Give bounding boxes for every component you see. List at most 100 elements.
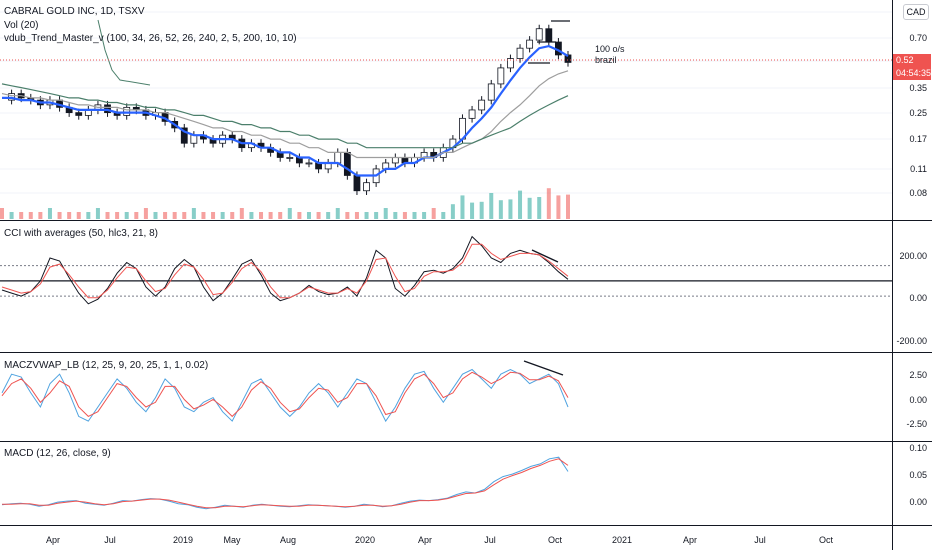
candle-body bbox=[305, 162, 313, 165]
maczvwap-indicator-label[interactable]: MACZVWAP_LB (12, 25, 9, 20, 25, 1, 1, 0.… bbox=[4, 360, 209, 371]
symbol-title[interactable]: CABRAL GOLD INC, 1D, TSXV bbox=[4, 6, 145, 17]
time-axis-label: 2021 bbox=[612, 535, 632, 545]
macd-indicator-label[interactable]: MACD (12, 26, close, 9) bbox=[4, 448, 111, 459]
time-axis-label: Oct bbox=[819, 535, 834, 545]
candle-body bbox=[190, 134, 198, 144]
volume-bar bbox=[153, 212, 158, 219]
volume-bar bbox=[489, 193, 494, 219]
volume-bar bbox=[239, 208, 244, 219]
volume-bar bbox=[393, 212, 398, 219]
volume-bar bbox=[278, 212, 283, 219]
volume-bar bbox=[163, 212, 168, 219]
cci-indicator-label[interactable]: CCI with averages (50, hlc3, 21, 8) bbox=[4, 228, 158, 239]
trend-master-indicator-label[interactable]: vdub_Trend_Master_v (100, 34, 26, 52, 26… bbox=[4, 33, 297, 44]
volume-bar bbox=[498, 200, 503, 219]
volume-bar bbox=[431, 208, 436, 219]
macd-axis-tick: 0.10 bbox=[909, 443, 927, 453]
macd-line bbox=[2, 458, 569, 509]
macd-axis-tick: 0.05 bbox=[909, 470, 927, 480]
candle-body bbox=[363, 182, 370, 192]
moving-average-line bbox=[1, 83, 569, 149]
volume-bar bbox=[316, 212, 321, 219]
volume-bar bbox=[220, 212, 225, 219]
time-axis-label: Apr bbox=[683, 535, 697, 545]
volume-bar bbox=[566, 194, 570, 219]
candle-body bbox=[391, 157, 399, 164]
volume-bar bbox=[402, 212, 407, 219]
candle-body bbox=[180, 127, 188, 144]
annotation-text-1[interactable]: 100 o/s bbox=[595, 44, 625, 54]
time-axis-label: 2019 bbox=[173, 535, 193, 545]
cci-line bbox=[1, 235, 569, 305]
time-axis-label: Jul bbox=[754, 535, 766, 545]
volume-bar bbox=[374, 212, 379, 219]
last-price-tag: 0.52 bbox=[893, 54, 931, 67]
volume-bar bbox=[57, 212, 62, 219]
candle-body bbox=[334, 151, 342, 164]
currency-button[interactable]: CAD bbox=[903, 4, 929, 20]
volume-bar bbox=[326, 212, 331, 219]
candle-body bbox=[75, 112, 83, 116]
price-axis-tick: 0.08 bbox=[909, 188, 927, 198]
candle-body bbox=[487, 83, 495, 101]
cci-axis-tick: 0.00 bbox=[909, 293, 927, 303]
volume-bar bbox=[470, 202, 475, 219]
price-axis-tick: 0.35 bbox=[909, 83, 927, 93]
volume-bar bbox=[422, 212, 427, 219]
volume-bar bbox=[259, 212, 264, 219]
divergence-trendline bbox=[523, 360, 564, 376]
volume-bar bbox=[508, 199, 513, 219]
time-axis-label: Aug bbox=[280, 535, 296, 545]
volume-indicator-label[interactable]: Vol (20) bbox=[4, 20, 39, 31]
time-axis-label: May bbox=[223, 535, 241, 545]
volume-bar bbox=[19, 212, 24, 219]
volume-bar bbox=[345, 212, 350, 219]
price-axis-tick: 0.25 bbox=[909, 108, 927, 118]
volume-bar bbox=[115, 212, 120, 219]
candle-body bbox=[123, 106, 131, 116]
maczvwap-axis-tick: 0.00 bbox=[909, 395, 927, 405]
candle-body bbox=[507, 58, 514, 69]
volume-bar bbox=[354, 212, 359, 219]
volume-bar bbox=[76, 212, 81, 219]
volume-bar bbox=[28, 212, 33, 219]
volume-bar bbox=[460, 195, 465, 219]
volume-bar bbox=[383, 208, 388, 219]
volume-bar bbox=[537, 197, 542, 219]
volume-bar bbox=[67, 212, 72, 219]
time-axis-label: Jul bbox=[484, 535, 496, 545]
bar-countdown-tag: 04:54:35 bbox=[893, 67, 931, 80]
candle-body bbox=[535, 28, 543, 41]
time-axis-label: Oct bbox=[548, 535, 563, 545]
volume-bar bbox=[306, 212, 311, 219]
annotation-text-2[interactable]: brazil bbox=[595, 55, 617, 65]
price-axis-tick: 0.11 bbox=[910, 164, 927, 174]
candle-body bbox=[286, 157, 294, 159]
volume-bar bbox=[47, 208, 52, 219]
time-axis-label: Apr bbox=[418, 535, 432, 545]
volume-bar bbox=[211, 212, 216, 219]
volume-bar bbox=[268, 212, 273, 219]
volume-bar bbox=[412, 212, 417, 219]
volume-bar bbox=[105, 212, 110, 219]
volume-bar bbox=[556, 195, 561, 219]
cci-axis-tick: -200.00 bbox=[896, 336, 927, 346]
volume-bar bbox=[143, 208, 148, 219]
candle-body bbox=[545, 28, 553, 43]
volume-bar bbox=[527, 197, 532, 219]
volume-bar bbox=[441, 212, 446, 219]
volume-bar bbox=[546, 188, 551, 219]
price-axis-tick: 0.17 bbox=[909, 134, 927, 144]
volume-bar bbox=[134, 212, 139, 219]
volume-bar bbox=[182, 212, 187, 219]
volume-bar bbox=[9, 212, 14, 219]
candle-body bbox=[104, 104, 111, 114]
volume-bar bbox=[479, 201, 484, 219]
volume-bar bbox=[297, 212, 302, 219]
candle-body bbox=[497, 67, 505, 85]
divergence-trendline bbox=[531, 249, 559, 263]
volume-bar bbox=[249, 212, 254, 219]
volume-bar bbox=[201, 212, 206, 219]
